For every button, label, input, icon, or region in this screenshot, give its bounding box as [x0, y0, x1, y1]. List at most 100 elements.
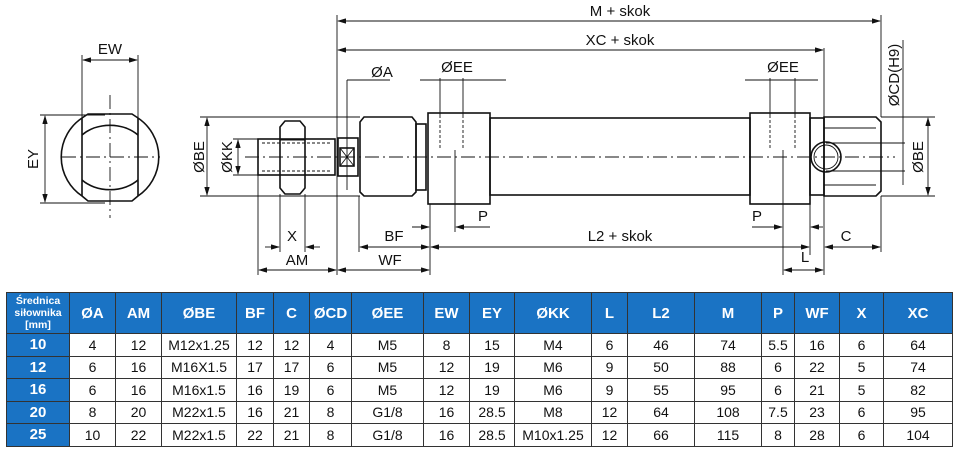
table-header-row: Średnica siłownika [mm] ØA AM ØBE BF C ØCD ØEE… [6, 292, 953, 334]
label-be-rear: ØBE [910, 141, 927, 173]
table-cell: 16 [423, 400, 470, 424]
column-header: WF [794, 292, 840, 334]
table-cell: 6 [69, 355, 116, 379]
table-cell: 21 [273, 400, 310, 424]
label-ew: EW [98, 41, 123, 58]
table-cell: 19 [273, 378, 310, 402]
table-cell: 4 [309, 333, 352, 357]
label-p-rear: P [752, 208, 762, 225]
label-l: L [801, 249, 809, 266]
column-header: L [591, 292, 628, 334]
table-cell: M5 [351, 378, 424, 402]
table-cell: M10x1.25 [514, 423, 592, 447]
table-cell: 88 [694, 355, 762, 379]
label-ey: EY [25, 149, 42, 169]
table-row: 10 4 12 M12x1.25 12 12 4 M5 8 15 M4 6 46 74 5.5 16 6 64 [6, 333, 953, 357]
table-cell: 8 [761, 423, 795, 447]
table-cell: 7.5 [761, 400, 795, 424]
label-ee-rear: ØEE [767, 59, 799, 76]
table-cell: 9 [591, 378, 628, 402]
table-cell: G1/8 [351, 423, 424, 447]
dimensions-table: Średnica siłownika [mm] ØA AM ØBE BF C ØCD ØEE… [6, 292, 953, 447]
cylinder-technical-drawing: EW EY [25, 3, 935, 275]
table-cell: 6 [839, 400, 884, 424]
column-header: M [694, 292, 762, 334]
table-cell: 12 [423, 378, 470, 402]
table-cell: M5 [351, 355, 424, 379]
table-cell: 64 [627, 400, 695, 424]
label-cd: ØCD(H9) [886, 44, 903, 107]
table-cell: 17 [236, 355, 274, 379]
table-cell: 16 [236, 378, 274, 402]
bore-cell: 12 [6, 355, 70, 379]
label-ee-front: ØEE [441, 59, 473, 76]
column-header: ØKK [514, 292, 592, 334]
column-header: P [761, 292, 795, 334]
column-header: BF [236, 292, 274, 334]
table-cell: M12x1.25 [161, 333, 237, 357]
table-cell: 8 [69, 400, 116, 424]
label-m-stroke: M + skok [590, 3, 651, 20]
table-cell: M22x1.5 [161, 423, 237, 447]
table-cell: 6 [591, 333, 628, 357]
table-cell: 8 [423, 333, 470, 357]
table-cell: 22 [115, 423, 162, 447]
column-header: C [273, 292, 310, 334]
column-header: AM [115, 292, 162, 334]
table-cell: 46 [627, 333, 695, 357]
table-row: 25 10 22 M22x1.5 22 21 8 G1/8 16 28.5 M10x1.25 12 66… [6, 423, 953, 447]
table-cell: 95 [883, 400, 953, 424]
label-am: AM [286, 252, 309, 269]
column-header: L2 [627, 292, 695, 334]
side-view [245, 112, 895, 205]
table-cell: M5 [351, 333, 424, 357]
table-cell: 6 [69, 378, 116, 402]
table-cell: M16X1.5 [161, 355, 237, 379]
label-wf: WF [378, 252, 401, 269]
table-cell: 64 [883, 333, 953, 357]
table-cell: 115 [694, 423, 762, 447]
label-c: C [841, 228, 852, 245]
table-cell: 12 [236, 333, 274, 357]
table-cell: M6 [514, 378, 592, 402]
header-bore-line: Średnica [15, 295, 61, 307]
table-cell: 104 [883, 423, 953, 447]
bore-cell: 20 [6, 400, 70, 424]
table-cell: 6 [761, 355, 795, 379]
table-cell: 12 [591, 423, 628, 447]
label-l2-stroke: L2 + skok [588, 228, 653, 245]
table-cell: 22 [236, 423, 274, 447]
table-cell: 6 [761, 378, 795, 402]
label-p-front: P [478, 208, 488, 225]
table-cell: 6 [839, 423, 884, 447]
table-cell: M22x1.5 [161, 400, 237, 424]
bore-cell: 25 [6, 423, 70, 447]
table-cell: 6 [839, 333, 884, 357]
header-bore: Średnica siłownika [mm] [6, 292, 70, 334]
table-cell: M6 [514, 355, 592, 379]
table-cell: 82 [883, 378, 953, 402]
table-cell: 17 [273, 355, 310, 379]
table-cell: 6 [309, 355, 352, 379]
table-cell: 74 [694, 333, 762, 357]
table-cell: 6 [309, 378, 352, 402]
table-cell: M8 [514, 400, 592, 424]
table-cell: 28.5 [469, 400, 515, 424]
table-cell: 28 [794, 423, 840, 447]
table-cell: 9 [591, 355, 628, 379]
end-view: EW EY [25, 41, 160, 218]
column-header: ØA [69, 292, 116, 334]
column-header: ØBE [161, 292, 237, 334]
table-cell: 12 [423, 355, 470, 379]
table-cell: 12 [273, 333, 310, 357]
header-bore-line: [mm] [25, 319, 51, 331]
dimensions: M + skok XC + skok ØA ØEE ØEE ØCD(H9) ØB… [191, 3, 935, 275]
table-cell: 5 [839, 378, 884, 402]
table-cell: 95 [694, 378, 762, 402]
table-cell: 28.5 [469, 423, 515, 447]
column-header: ØCD [309, 292, 352, 334]
table-cell: 22 [794, 355, 840, 379]
table-cell: 4 [69, 333, 116, 357]
table-cell: 5.5 [761, 333, 795, 357]
table-cell: 10 [69, 423, 116, 447]
